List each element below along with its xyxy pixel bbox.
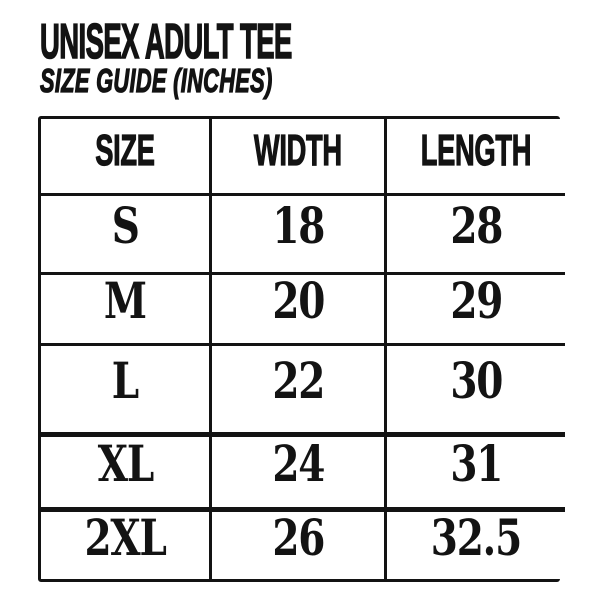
- cell-l-width: 22: [209, 343, 384, 432]
- cell-s-length: 28: [384, 193, 565, 272]
- value-s-length: 28: [449, 196, 503, 255]
- page-title-text: UNISEX ADULT TEE: [40, 15, 293, 69]
- value-m-length: 29: [449, 271, 503, 330]
- page-title: UNISEX ADULT TEE: [40, 15, 490, 69]
- value-xl-size: XL: [97, 434, 154, 493]
- header-width-label: WIDTH: [254, 126, 343, 175]
- cell-l-size: L: [41, 343, 209, 432]
- header-cell-width: WIDTH: [209, 119, 384, 193]
- cell-2xl-size: 2XL: [41, 507, 209, 579]
- value-m-width: 20: [272, 271, 325, 330]
- cell-2xl-length: 32.5: [384, 507, 565, 579]
- value-s-width: 18: [272, 196, 325, 255]
- cell-m-length: 29: [384, 272, 565, 343]
- cell-xl-size: XL: [41, 432, 209, 507]
- value-2xl-width: 26: [272, 507, 325, 567]
- header-cell-length: LENGTH: [384, 119, 565, 193]
- size-guide-table: SIZE WIDTH LENGTH S 18 28 M 20 29 L: [38, 116, 565, 582]
- header-cell-size: SIZE: [41, 119, 209, 193]
- value-2xl-length: 32.5: [430, 507, 522, 567]
- cell-s-width: 18: [209, 193, 384, 272]
- value-m-size: M: [103, 271, 147, 330]
- cell-xl-width: 24: [209, 432, 384, 507]
- cell-2xl-width: 26: [209, 507, 384, 579]
- page-subtitle-text: SIZE GUIDE (INCHES): [40, 62, 273, 99]
- page-subtitle: SIZE GUIDE (INCHES): [40, 62, 392, 99]
- header-length-label: LENGTH: [420, 126, 532, 175]
- value-l-size: L: [111, 351, 139, 410]
- value-l-width: 22: [272, 351, 325, 410]
- value-s-size: S: [111, 196, 139, 255]
- value-2xl-size: 2XL: [84, 507, 166, 567]
- value-xl-width: 24: [272, 434, 325, 493]
- value-l-length: 30: [449, 351, 503, 410]
- cell-l-length: 30: [384, 343, 565, 432]
- cell-xl-length: 31: [384, 432, 565, 507]
- cell-m-width: 20: [209, 272, 384, 343]
- header-size-label: SIZE: [95, 126, 155, 175]
- cell-m-size: M: [41, 272, 209, 343]
- cell-s-size: S: [41, 193, 209, 272]
- value-xl-length: 31: [449, 434, 503, 493]
